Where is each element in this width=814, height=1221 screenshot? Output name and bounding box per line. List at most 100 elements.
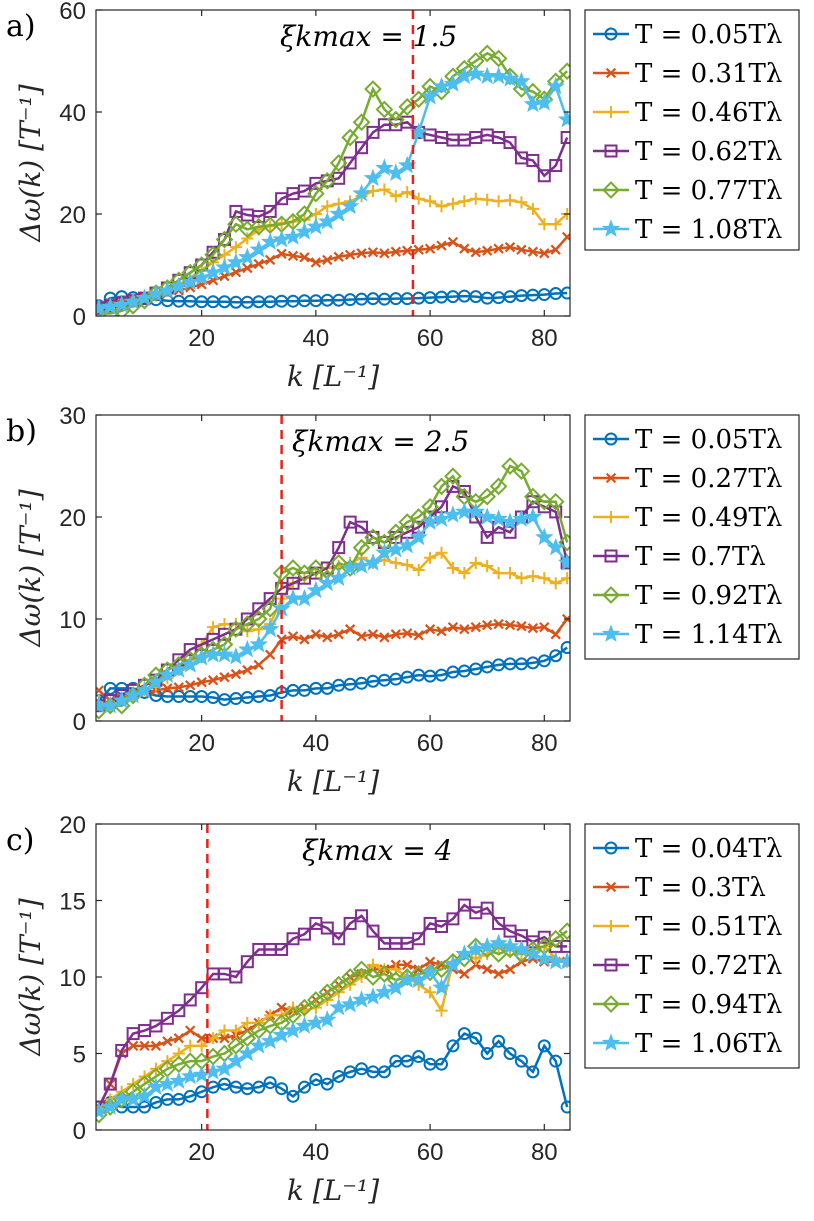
data-point — [557, 553, 570, 571]
data-point — [455, 944, 474, 962]
data-point — [252, 1080, 266, 1094]
data-point — [101, 1097, 120, 1115]
data-point — [183, 1089, 197, 1103]
legend-marker — [602, 586, 620, 604]
data-point — [320, 681, 334, 695]
data-point — [310, 629, 322, 640]
legend-item: T = 0.3Tλ — [593, 873, 766, 903]
x-tick-label: 40 — [303, 730, 330, 757]
data-point — [139, 1040, 150, 1052]
data-point — [123, 1089, 143, 1108]
data-point — [158, 280, 177, 299]
data-point — [112, 690, 131, 709]
data-point — [538, 572, 551, 585]
data-point — [295, 1016, 314, 1034]
data-point — [546, 492, 565, 511]
data-point — [435, 920, 449, 934]
data-point — [96, 701, 108, 720]
data-point — [355, 141, 369, 155]
data-point — [492, 916, 506, 930]
data-point — [146, 1077, 166, 1095]
plot-area — [96, 898, 570, 1124]
data-point — [320, 921, 334, 935]
x-tick-label: 20 — [188, 1139, 215, 1166]
data-point — [526, 153, 540, 167]
legend-box — [584, 414, 800, 660]
legend-label: T = 0.77Tλ — [635, 176, 782, 206]
data-point — [478, 487, 497, 506]
data-point — [560, 286, 570, 300]
legend-item: T = 0.7Tλ — [593, 542, 766, 572]
data-point — [230, 668, 242, 680]
series-4 — [96, 115, 570, 315]
chart-panel-1: 20 40 60 80 0 20 40 60 k [L⁻¹] Δω(k) [T⁻¹] a) ξkmax… — [6, 0, 800, 393]
series-line — [98, 944, 568, 1109]
data-point — [435, 546, 448, 559]
data-point — [242, 664, 253, 676]
legend-marker — [604, 27, 618, 41]
data-point — [146, 672, 166, 691]
panel-label: c) — [6, 823, 35, 858]
data-point — [375, 965, 394, 983]
data-point — [413, 630, 424, 641]
chart-panel-2: 20 40 60 80 0 10 20 30 k [L⁻¹] Δω(k) [T⁻¹] b) ξkmax… — [6, 403, 800, 798]
axes-box — [95, 414, 571, 722]
data-point — [514, 1054, 528, 1068]
data-point — [412, 563, 425, 577]
data-point — [169, 660, 189, 678]
legend-label: T = 1.06Tλ — [635, 1029, 782, 1059]
legend: T = 0.05Tλ T = 0.31Tλ T = 0.46Tλ T = 0.62Tλ… — [584, 9, 800, 251]
data-point — [482, 964, 493, 975]
data-point — [306, 217, 326, 235]
data-point — [217, 233, 231, 246]
y-tick-label: 20 — [59, 505, 86, 532]
data-point — [489, 509, 508, 527]
data-point — [459, 243, 470, 254]
legend-marker — [604, 549, 618, 563]
legend-marker — [604, 958, 618, 972]
legend-label: T = 0.7Tλ — [635, 542, 766, 572]
data-point — [379, 248, 390, 259]
data-point — [512, 462, 531, 480]
y-tick-label: 60 — [59, 0, 86, 25]
data-point — [299, 634, 310, 645]
x-tick-label: 20 — [188, 730, 215, 757]
data-point — [272, 1025, 291, 1043]
data-point — [101, 696, 120, 714]
data-point — [466, 939, 485, 958]
data-point — [420, 512, 440, 530]
data-point — [527, 623, 539, 634]
data-point — [409, 90, 428, 109]
series-5 — [96, 44, 570, 316]
data-point — [307, 184, 325, 203]
data-point — [135, 1086, 154, 1105]
legend-box — [584, 823, 800, 1069]
data-point — [492, 567, 505, 580]
data-point — [458, 567, 471, 580]
data-point — [366, 924, 380, 938]
data-point — [162, 1036, 173, 1047]
legend-marker — [601, 624, 621, 642]
data-point — [493, 968, 504, 980]
series-line — [98, 72, 569, 310]
data-point — [557, 952, 570, 970]
data-point — [501, 457, 519, 475]
legend-box — [584, 9, 800, 251]
data-point — [367, 247, 379, 258]
data-point — [480, 1047, 494, 1060]
data-point — [537, 1039, 551, 1053]
x-axis-label: k [L⁻¹] — [287, 765, 379, 798]
axes-box — [95, 9, 571, 317]
data-point — [455, 949, 474, 968]
data-point — [477, 507, 497, 525]
data-point — [560, 1100, 570, 1114]
data-point — [435, 1004, 448, 1017]
series-2 — [96, 613, 570, 706]
data-point — [297, 927, 311, 941]
data-point — [344, 624, 356, 635]
data-point — [295, 998, 314, 1017]
data-point — [526, 1065, 540, 1079]
data-point — [446, 197, 459, 210]
data-point — [402, 628, 413, 639]
data-point — [329, 154, 348, 172]
